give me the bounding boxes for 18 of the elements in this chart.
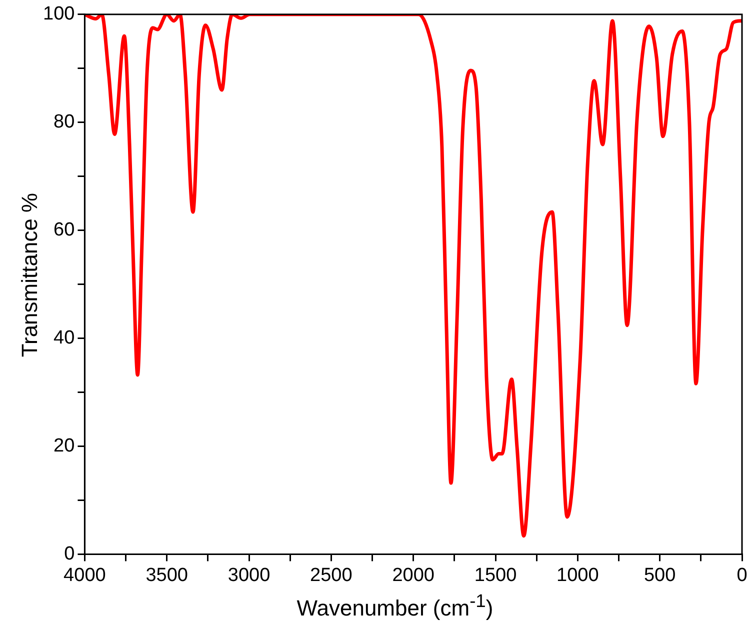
y-tick-label: 60 (54, 220, 75, 241)
y-axis-title: Transmittance % (17, 192, 43, 360)
x-tick-label: 1500 (474, 564, 517, 586)
line-series (84, 14, 742, 538)
x-tick-label: 1000 (556, 564, 599, 586)
y-tick-label: 40 (54, 328, 75, 349)
x-tick-label: 0 (736, 564, 748, 586)
x-tick-label: 500 (644, 564, 676, 586)
x-axis-title: Wavenumber (cm$^{-1}$) (296, 590, 494, 622)
x-tick-label: 3500 (146, 564, 188, 586)
x-tick-label: 3000 (228, 564, 270, 586)
x-tick-label: 2500 (310, 564, 352, 586)
y-tick-label: 20 (54, 435, 75, 456)
x-tick-label: 4000 (64, 564, 106, 586)
y-tick-label: 80 (54, 112, 75, 133)
y-tick-label: 100 (43, 4, 75, 25)
x-tick-label: 2000 (392, 564, 434, 586)
y-tick-label: 0 (64, 543, 75, 564)
